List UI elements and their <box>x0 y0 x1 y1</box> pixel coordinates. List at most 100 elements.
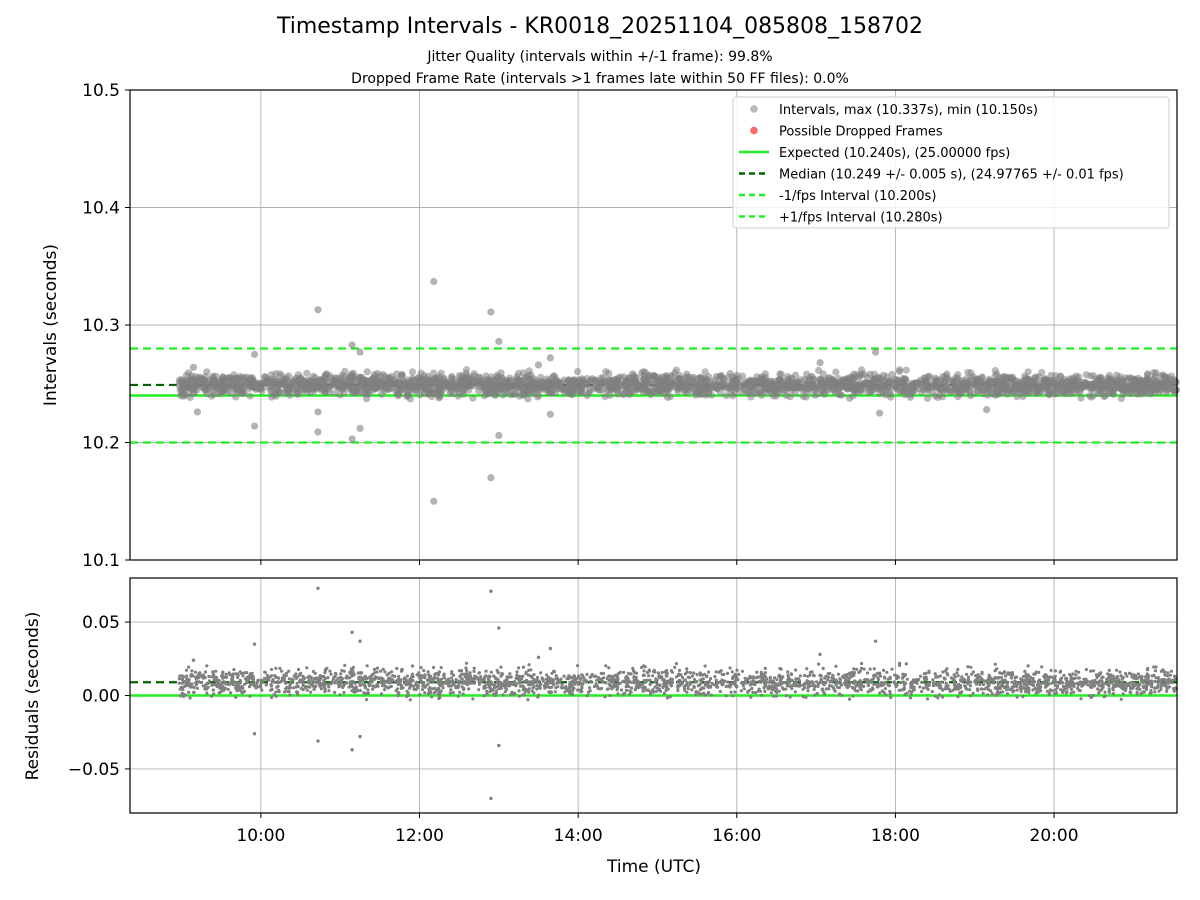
residual-point <box>492 683 496 687</box>
residual-point <box>604 664 608 668</box>
residual-point <box>924 675 928 680</box>
residual-point <box>595 684 599 688</box>
residual-point <box>594 674 598 678</box>
residual-point <box>1142 686 1146 690</box>
residual-point <box>488 689 492 693</box>
residual-point <box>372 667 376 672</box>
residual-point <box>1045 689 1049 693</box>
residual-point <box>889 695 893 700</box>
residual-point <box>361 682 365 686</box>
residual-point <box>1121 692 1125 696</box>
residual-point <box>852 671 857 675</box>
residual-point <box>312 680 316 684</box>
residual-point <box>383 684 387 689</box>
interval-point <box>285 388 293 396</box>
residual-point <box>774 687 779 691</box>
residual-point <box>953 684 957 688</box>
interval-point <box>469 394 477 402</box>
residual-point <box>908 689 912 693</box>
residual-point <box>527 690 531 694</box>
residual-point <box>390 670 394 674</box>
residual-point <box>676 679 680 684</box>
residual-point <box>1100 687 1104 692</box>
residual-point <box>733 680 737 684</box>
residual-point <box>1147 679 1151 683</box>
residual-point <box>981 691 985 695</box>
residual-point <box>930 689 934 694</box>
interval-point <box>837 381 845 389</box>
residual-point <box>328 669 332 673</box>
interval-point <box>1119 390 1127 398</box>
residual-point <box>329 672 333 676</box>
residual-point <box>915 681 919 686</box>
residual-point <box>808 670 813 675</box>
residual-point <box>602 676 606 680</box>
interval-point <box>507 377 515 385</box>
interval-point <box>1107 379 1115 387</box>
residual-point <box>622 670 626 675</box>
residual-point <box>910 690 914 694</box>
residual-point <box>1095 675 1099 680</box>
interval-outlier-point <box>356 424 364 432</box>
residual-point <box>791 683 795 687</box>
residual-point <box>212 676 216 680</box>
residual-point <box>1094 673 1098 677</box>
interval-point <box>874 385 882 393</box>
residual-point <box>751 690 755 695</box>
residual-point <box>259 683 263 687</box>
residual-point <box>552 670 557 674</box>
residual-point <box>305 666 309 670</box>
residual-point <box>1062 673 1066 678</box>
residual-point <box>1072 690 1076 694</box>
residual-point <box>371 687 375 691</box>
residual-point <box>456 694 460 698</box>
interval-point <box>597 378 605 387</box>
residual-point <box>1069 691 1073 695</box>
residual-point <box>948 689 952 694</box>
residual-point <box>944 681 948 685</box>
interval-point <box>613 378 621 386</box>
residual-point <box>570 676 574 680</box>
residual-point <box>958 684 962 688</box>
residual-point <box>274 666 278 670</box>
interval-point <box>557 378 565 386</box>
residual-point <box>1107 675 1112 679</box>
interval-point <box>893 376 901 384</box>
residual-point <box>318 677 322 682</box>
residual-point <box>828 671 832 676</box>
residual-point <box>1098 679 1102 683</box>
residual-point <box>524 671 528 676</box>
residual-point <box>280 676 284 680</box>
interval-point <box>722 392 730 400</box>
residual-point <box>616 692 620 696</box>
interval-point <box>602 368 610 376</box>
interval-point <box>886 378 894 386</box>
residual-point <box>936 682 940 686</box>
interval-point <box>1152 369 1160 377</box>
residual-point <box>786 670 790 674</box>
residual-point <box>824 687 828 691</box>
residual-point <box>326 682 330 686</box>
residual-point <box>682 685 686 689</box>
residual-point <box>1088 680 1093 684</box>
residual-point <box>327 689 331 693</box>
residual-point <box>765 677 769 681</box>
residual-point <box>806 682 810 686</box>
residual-point <box>1050 681 1054 685</box>
residual-point <box>1059 669 1063 673</box>
residual-point <box>971 691 975 696</box>
interval-outlier-point <box>546 410 554 418</box>
residual-point <box>509 681 513 685</box>
residual-point <box>803 673 807 678</box>
residual-point <box>996 692 1000 696</box>
residual-point <box>445 679 449 683</box>
residual-point <box>743 676 747 680</box>
interval-point <box>1095 389 1103 397</box>
residual-point <box>882 690 886 695</box>
residual-point <box>871 686 875 690</box>
residual-point <box>983 687 987 691</box>
interval-point <box>1026 379 1034 387</box>
residual-point <box>993 693 998 697</box>
residual-point <box>920 680 924 684</box>
residual-point <box>1003 686 1007 690</box>
